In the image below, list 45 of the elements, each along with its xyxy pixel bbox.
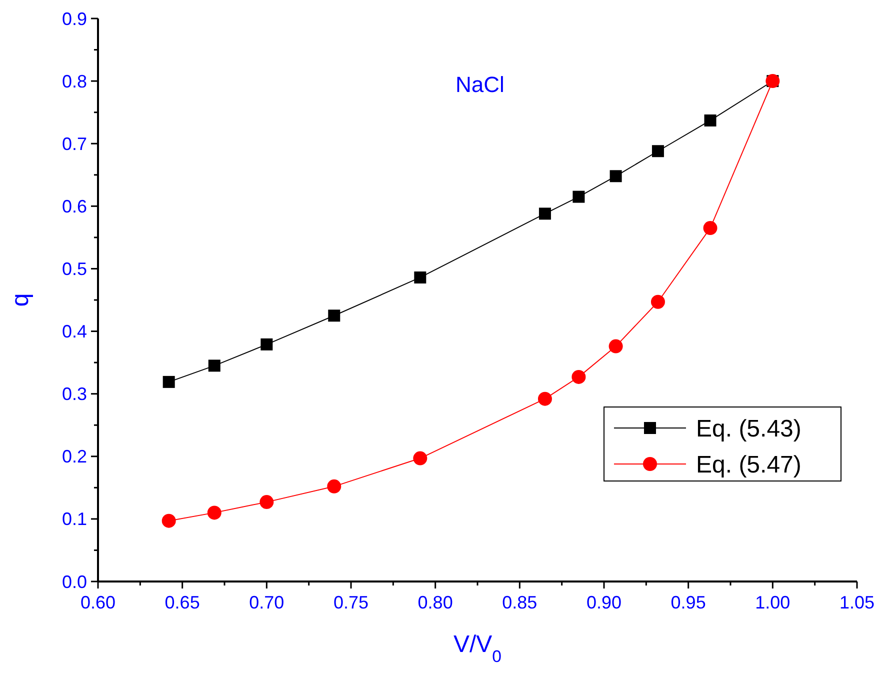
y-tick-label: 0.6 xyxy=(62,196,87,216)
text: NaCl xyxy=(456,72,504,97)
y-tick-label: 0.1 xyxy=(62,509,87,530)
x-tick-label: 0.80 xyxy=(418,592,453,612)
y-tick-label: 0.3 xyxy=(62,384,87,404)
point xyxy=(260,495,274,510)
x-tick-label: 0.60 xyxy=(80,592,116,612)
point xyxy=(652,145,664,158)
point xyxy=(162,376,175,388)
y-tick-label: 0.4 xyxy=(62,322,87,342)
x-tick-label: 0.75 xyxy=(333,592,369,612)
y-tick-label: 0.7 xyxy=(62,134,87,154)
point xyxy=(608,339,623,354)
y-tick-label: 0.9 xyxy=(62,8,87,29)
point xyxy=(704,114,716,126)
x-tick-label: 1.00 xyxy=(755,592,790,612)
point xyxy=(414,271,426,284)
point xyxy=(610,170,622,182)
point xyxy=(572,370,586,384)
y-tick-label: 0.2 xyxy=(62,446,87,467)
point xyxy=(260,338,273,350)
x-axis-title: V/V$_{0}$ xyxy=(453,631,502,666)
y-tick-label: 0.5 xyxy=(62,259,87,280)
x-tick-label: 0.65 xyxy=(164,592,200,612)
point xyxy=(328,310,340,322)
point xyxy=(207,506,222,520)
y-tick-label: 0.8 xyxy=(62,71,87,92)
x-tick-label: 0.95 xyxy=(670,592,706,612)
point xyxy=(413,451,428,466)
y-tick-label: 0.0 xyxy=(62,572,87,592)
x-tick-label: 0.70 xyxy=(249,592,284,612)
point xyxy=(208,360,220,372)
point xyxy=(327,479,342,494)
x-tick-label: 1.05 xyxy=(839,592,875,612)
x-tick-label: 0.90 xyxy=(586,592,622,612)
point xyxy=(650,294,665,309)
point xyxy=(162,514,176,528)
legend-label: Eq. (5.47) xyxy=(696,451,802,478)
x-tick-label: 0.85 xyxy=(502,592,538,612)
point xyxy=(703,221,718,236)
point xyxy=(538,392,552,406)
y-axis-title: q xyxy=(7,293,34,307)
point xyxy=(538,208,551,220)
point xyxy=(572,190,585,203)
legend-label: Eq. (5.43) xyxy=(696,415,802,442)
